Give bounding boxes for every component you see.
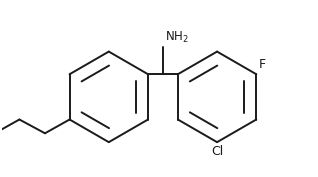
Text: NH$_2$: NH$_2$: [165, 30, 189, 45]
Text: Cl: Cl: [211, 145, 223, 158]
Text: F: F: [259, 58, 266, 71]
